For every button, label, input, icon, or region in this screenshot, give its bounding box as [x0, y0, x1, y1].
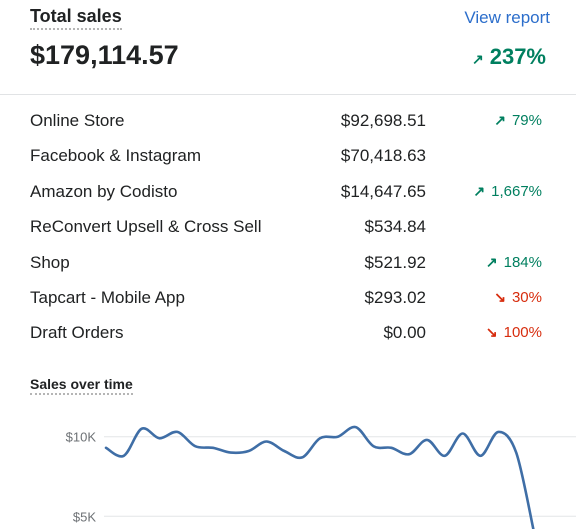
- channel-change: ↗ 79%: [494, 112, 542, 129]
- channel-amount: $534.84: [364, 217, 426, 237]
- channel-amount: $14,647.65: [340, 181, 426, 201]
- channel-row: Shop $521.92 ↗ 184%: [30, 245, 546, 280]
- chart-title[interactable]: Sales over time: [30, 376, 133, 395]
- channel-change-value: 1,667%: [491, 182, 542, 200]
- arrow-up-right-icon: ↗: [494, 112, 506, 128]
- arrow-down-right-icon: ↘: [494, 288, 506, 305]
- channel-change-value: 79%: [511, 112, 542, 129]
- channel-row: Online Store $92,698.51 ↗ 79%: [30, 103, 546, 138]
- sales-channel-list: Online Store $92,698.51 ↗ 79% Facebook & Ins…: [30, 103, 546, 351]
- total-sales-value: $179,114.57: [30, 40, 179, 70]
- channel-name: Tapcart - Mobile App: [30, 287, 185, 307]
- arrow-up-right-icon: ↗: [471, 51, 484, 67]
- channel-name: Online Store: [30, 111, 125, 130]
- channel-row: Draft Orders $0.00 ↘ 100%: [30, 315, 546, 350]
- arrow-down-right-icon: ↘: [485, 324, 498, 341]
- channel-row: Facebook & Instagram $70,418.63: [30, 138, 546, 173]
- channel-name: Draft Orders: [30, 323, 124, 343]
- channel-name: Shop: [30, 252, 70, 272]
- channel-change: ↗ 184%: [486, 254, 542, 271]
- channel-amount: $70,418.63: [340, 146, 426, 166]
- arrow-up-right-icon: ↗: [485, 253, 498, 270]
- y-tick-label: $10K: [66, 430, 97, 445]
- channel-name: Facebook & Instagram: [30, 146, 202, 166]
- channel-change-value: 100%: [503, 324, 542, 342]
- card-title[interactable]: Total sales: [30, 6, 122, 30]
- total-sales-summary: $179,114.57 ↗ 237%: [30, 40, 546, 76]
- arrow-up-right-icon: ↗: [473, 182, 486, 199]
- channel-change: ↗ 1,667%: [473, 183, 542, 200]
- total-change-value: 237%: [489, 44, 546, 69]
- channel-amount: $521.92: [364, 252, 426, 272]
- channel-amount: $0.00: [383, 323, 426, 343]
- total-sales-change: ↗ 237%: [472, 44, 546, 70]
- card-header: Total sales View report: [30, 6, 550, 30]
- view-report-link[interactable]: View report: [464, 8, 550, 27]
- channel-row: ReConvert Upsell & Cross Sell $534.84: [30, 209, 546, 244]
- channel-change-value: 184%: [503, 253, 542, 271]
- channel-amount: $92,698.51: [340, 111, 426, 130]
- channel-row: Tapcart - Mobile App $293.02 ↘ 30%: [30, 280, 546, 315]
- channel-change: ↘ 30%: [494, 289, 542, 306]
- channel-amount: $293.02: [364, 287, 426, 307]
- channel-name: Amazon by Codisto: [30, 181, 178, 201]
- sales-chart-svg: $10K $5K: [66, 425, 576, 529]
- channel-change: ↘ 100%: [486, 324, 542, 341]
- channel-row: Amazon by Codisto $14,647.65 ↗ 1,667%: [30, 174, 546, 209]
- channel-name: ReConvert Upsell & Cross Sell: [30, 217, 262, 237]
- series-current-line: [104, 425, 535, 529]
- y-tick-label: $5K: [73, 509, 96, 524]
- sales-over-time-chart: $10K $5K Sales over time: [0, 372, 576, 529]
- divider: [0, 94, 576, 95]
- channel-change-value: 30%: [511, 288, 542, 306]
